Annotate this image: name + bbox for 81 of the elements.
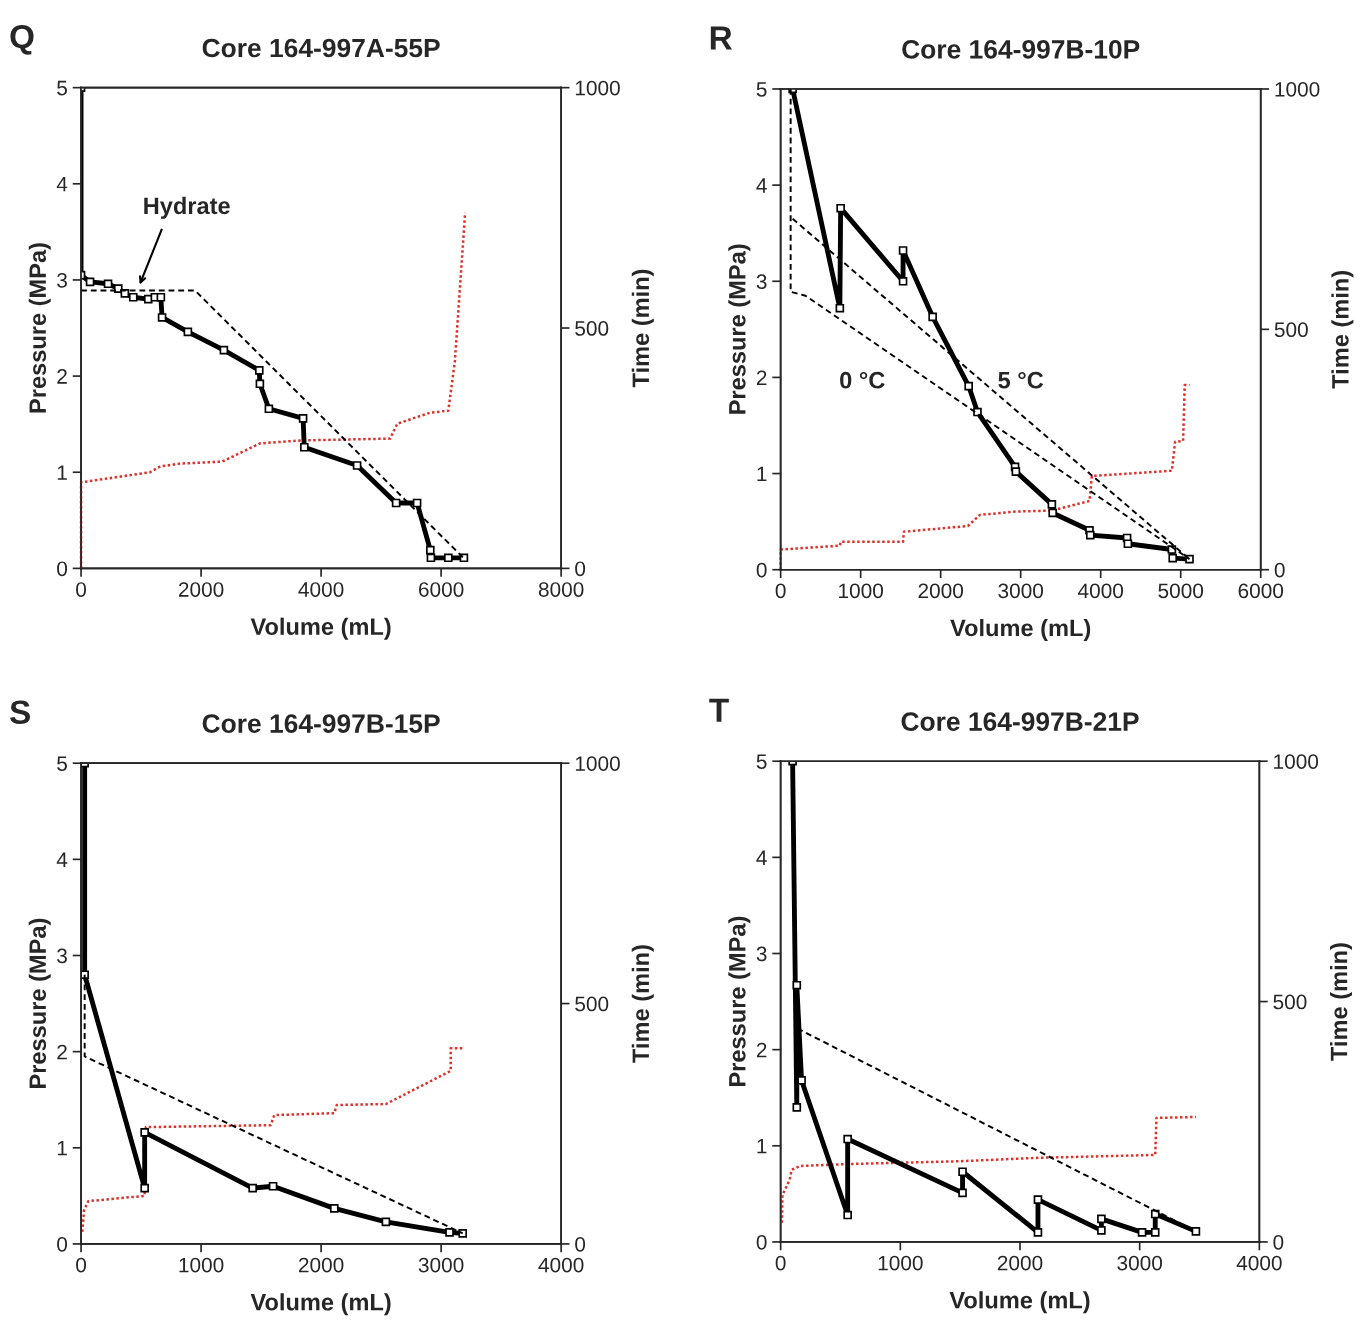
y-tick-label: 3 — [756, 274, 767, 290]
y-tick-label: 3 — [57, 948, 67, 964]
y-axis-title: Pressure (MPa) — [28, 243, 51, 413]
chart-title: Core 164-997B-10P — [902, 39, 1140, 59]
y-tick-label: 5 — [756, 754, 767, 769]
x-tick-label: 2000 — [997, 1255, 1043, 1271]
x-tick-label: 1000 — [878, 1255, 923, 1271]
text: S — [10, 700, 30, 725]
y2-tick-label: 1000 — [575, 80, 620, 96]
x-tick-label: 3000 — [1117, 1255, 1163, 1271]
y-tick-label: 4 — [56, 852, 68, 867]
y-tick-label: 1 — [757, 1139, 767, 1154]
y2-tick-label: 0 — [575, 561, 586, 577]
y2-tick-label: 500 — [1274, 322, 1308, 338]
chart-title: Core 164-997B-21P — [901, 712, 1139, 731]
y-tick-label: 1 — [57, 1141, 67, 1156]
y-tick-label: 4 — [756, 850, 767, 865]
y-tick-label: 1 — [57, 465, 67, 480]
annotation: 5 °C — [998, 371, 1044, 389]
y-tick-label: 5 — [756, 82, 767, 97]
y2-axis-title: Time (min) — [1330, 943, 1353, 1061]
y-tick-label: 3 — [756, 946, 767, 962]
x-tick-label: 5000 — [1158, 583, 1204, 599]
y-tick-label: 2 — [57, 1044, 67, 1060]
text: T — [709, 698, 729, 722]
y-tick-label: 0 — [756, 1234, 767, 1250]
y-tick-label: 4 — [56, 177, 68, 192]
y-tick-label: 2 — [756, 1042, 767, 1058]
x-axis-title: Volume (mL) — [950, 618, 1091, 641]
x-tick-label: 2000 — [918, 583, 964, 599]
x-tick-label: 6000 — [419, 582, 464, 597]
y2-tick-label: 500 — [575, 996, 609, 1012]
text: R — [710, 26, 733, 50]
annotation: Hydrate — [144, 196, 230, 219]
y2-tick-label: 500 — [575, 321, 609, 336]
annotation: 0 °C — [840, 371, 885, 389]
x-tick-label: 0 — [76, 1257, 87, 1273]
y-tick-label: 2 — [756, 370, 767, 385]
x-axis-title: Volume (mL) — [250, 617, 391, 640]
x-tick-label: 3000 — [418, 1257, 464, 1273]
y2-axis-title: Time (min) — [631, 945, 654, 1063]
y2-tick-label: 500 — [1273, 994, 1307, 1010]
y-tick-label: 2 — [57, 369, 67, 384]
y-tick-label: 4 — [756, 178, 767, 193]
y2-axis-title: Time (min) — [1331, 271, 1354, 389]
y-tick-label: 0 — [57, 1236, 68, 1252]
x-tick-label: 4000 — [1078, 583, 1124, 599]
y2-tick-label: 1000 — [1274, 754, 1319, 769]
text: Q — [10, 24, 34, 55]
x-tick-label: 0 — [775, 583, 786, 599]
x-tick-label: 3000 — [998, 583, 1044, 599]
y2-tick-label: 0 — [575, 1236, 586, 1252]
y-tick-label: 3 — [57, 272, 67, 288]
x-tick-label: 8000 — [538, 582, 584, 597]
x-tick-label: 0 — [775, 1255, 786, 1271]
x-tick-label: 1000 — [179, 1257, 224, 1273]
y2-tick-label: 1000 — [575, 756, 620, 771]
chart-title: Core 164-997B-15P — [202, 714, 440, 733]
chart-title: Core 164-997A-55P — [202, 38, 440, 58]
x-axis-title: Volume (mL) — [250, 1293, 391, 1316]
y-axis-title: Pressure (MPa) — [28, 918, 51, 1088]
y-tick-label: 0 — [756, 562, 767, 578]
y2-axis-title: Time (min) — [631, 269, 654, 388]
x-axis-title: Volume (mL) — [949, 1291, 1090, 1314]
y-tick-label: 1 — [757, 466, 767, 482]
x-tick-label: 6000 — [1238, 583, 1284, 599]
y-tick-label: 0 — [57, 561, 68, 577]
y2-tick-label: 0 — [1274, 562, 1285, 578]
y-tick-label: 5 — [57, 756, 67, 771]
x-tick-label: 2000 — [298, 1257, 344, 1273]
y-axis-title: Pressure (MPa) — [728, 916, 751, 1086]
x-tick-label: 2000 — [178, 582, 224, 597]
y-axis-title: Pressure (MPa) — [728, 244, 751, 414]
x-tick-label: 4000 — [298, 582, 344, 597]
y2-tick-label: 0 — [1273, 1234, 1284, 1250]
x-tick-label: 4000 — [1236, 1255, 1282, 1271]
x-tick-label: 0 — [76, 582, 87, 597]
x-tick-label: 1000 — [839, 583, 884, 599]
y2-tick-label: 1000 — [1275, 81, 1320, 97]
x-tick-label: 4000 — [538, 1257, 584, 1273]
y-tick-label: 5 — [57, 80, 67, 96]
